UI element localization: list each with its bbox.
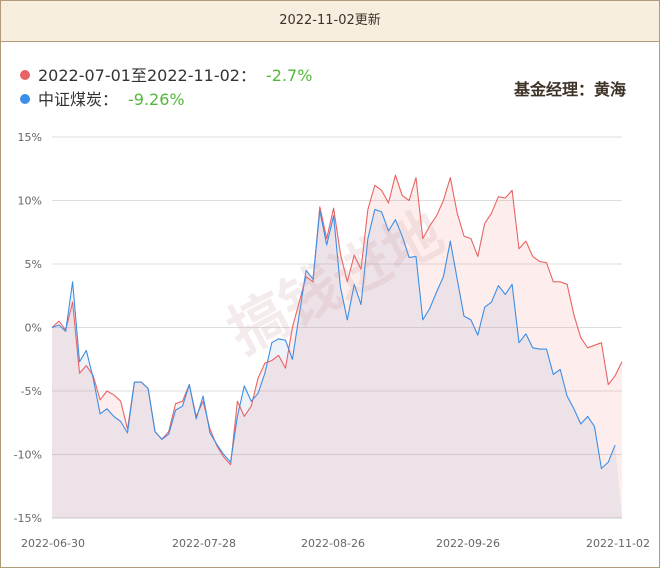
y-tick-label: 5% [25,258,42,271]
fund-manager: 基金经理：黄海 [513,80,626,99]
series-area-0 [52,175,622,518]
legend-value-index: -9.26% [128,90,185,109]
legend: 2022-07-01至2022-11-02： -2.7% 中证煤炭： -9.26% [20,64,312,112]
series-areas [52,175,622,518]
y-tick-label: 15% [18,131,42,144]
y-axis: 15% 10% 5% 0% -5% -10% -15% [14,131,42,525]
y-tick-label: -15% [14,512,42,525]
series-lines [51,174,623,470]
legend-label-index: 中证煤炭： [38,90,119,109]
legend-item-index[interactable]: 中证煤炭： -9.26% [20,88,312,112]
legend-label-fund: 2022-07-01至2022-11-02： [38,66,256,85]
update-header: 2022-11-02更新 [1,1,659,42]
legend-value-fund: -2.7% [265,66,313,85]
x-tick-label: 2022-08-26 [301,537,365,550]
legend-dot-fund [20,70,30,80]
x-tick-label: 2022-09-26 [436,537,500,550]
y-tick-label: 0% [25,322,42,335]
series-line-1[interactable] [51,208,616,470]
y-tick-label: -10% [14,449,42,462]
legend-dot-index [20,94,30,104]
legend-item-fund[interactable]: 2022-07-01至2022-11-02： -2.7% [20,64,312,88]
y-tick-label: 10% [18,195,42,208]
x-tick-label: 2022-07-28 [172,537,236,550]
series-area-1 [52,209,622,518]
x-tick-label: 2022-06-30 [21,537,85,550]
x-tick-label: 2022-11-02 [586,537,650,550]
y-tick-label: -5% [21,385,42,398]
grid [52,136,622,519]
x-axis: 2022-06-30 2022-07-28 2022-08-26 2022-09-26… [21,537,650,550]
